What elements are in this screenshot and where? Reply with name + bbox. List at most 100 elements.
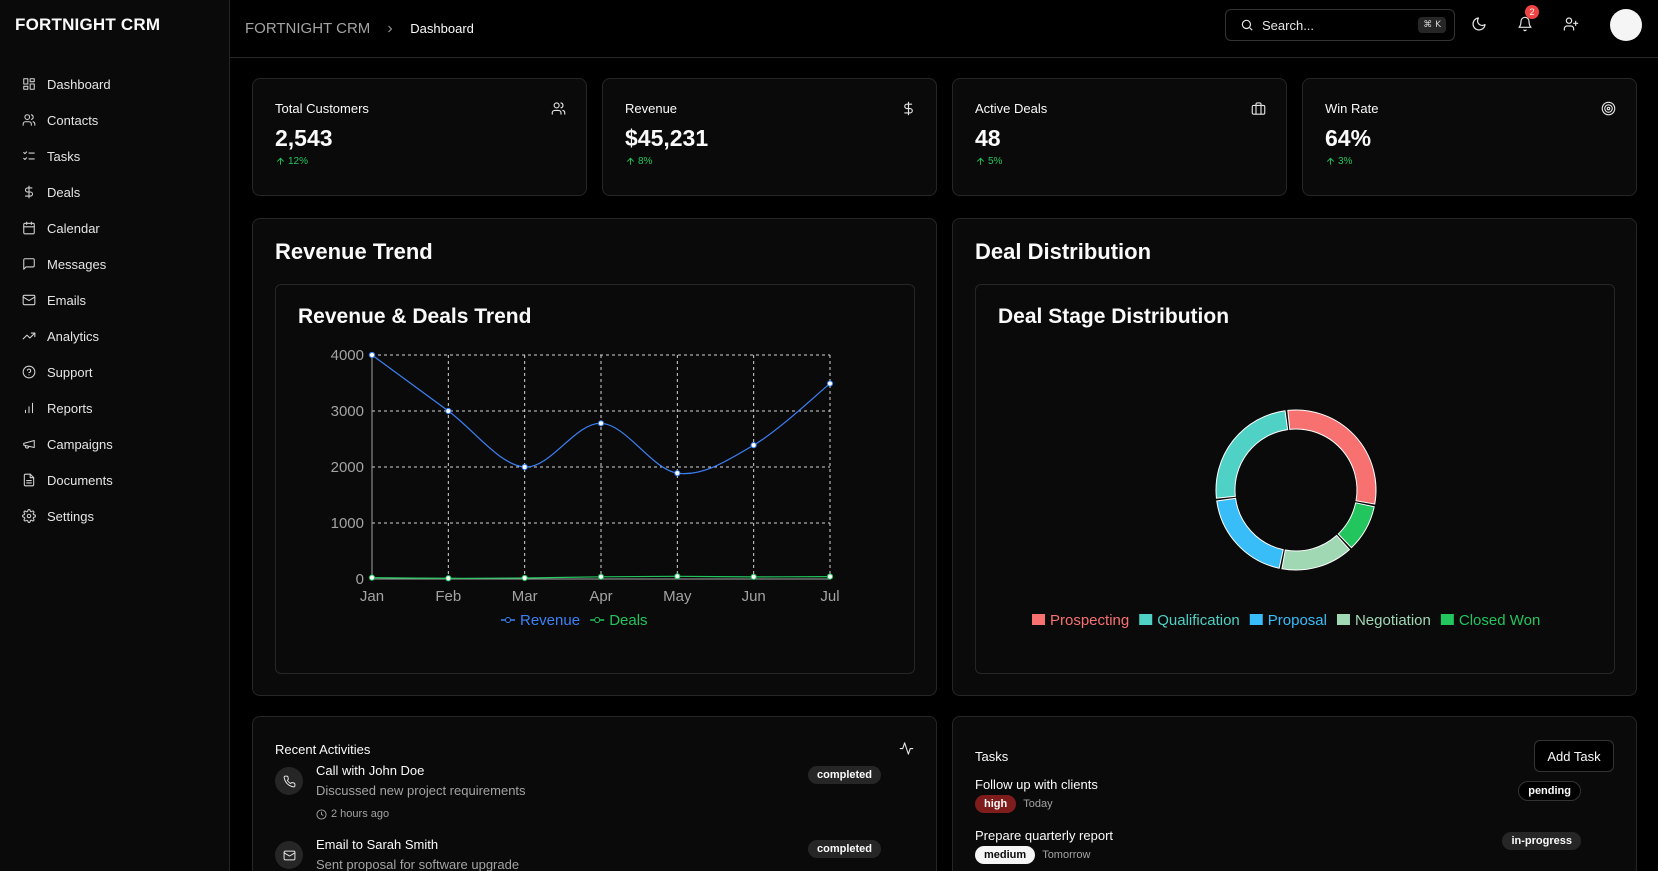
chart-legend: Prospecting Qualification Proposal Negotiat… (1032, 612, 1540, 629)
data-point-revenue[interactable] (445, 407, 452, 415)
section-title: Recent Activities (275, 742, 371, 757)
x-tick-label: Jun (742, 588, 766, 605)
breadcrumb-root[interactable]: FORTNIGHT CRM (245, 20, 371, 37)
panel-title: Deal Distribution (975, 239, 1152, 264)
task-meta: medium Tomorrow (975, 846, 1581, 864)
donut-slice-qualification[interactable] (1215, 410, 1289, 499)
chart-legend: Revenue Deals (501, 612, 648, 629)
chart-title: Revenue & Deals Trend (298, 305, 532, 328)
stat-card-customers: Total Customers 2,543 12% (252, 78, 587, 196)
sidebar: FORTNIGHT CRM Dashboard Contacts Tasks D… (0, 0, 230, 871)
chart-title: Deal Stage Distribution (998, 305, 1230, 328)
sidebar-item-reports[interactable]: Reports (0, 390, 229, 426)
donut-slice-proposal[interactable] (1216, 497, 1284, 569)
grid-lines (371, 354, 831, 580)
y-tick-label: 0 (356, 571, 364, 588)
sidebar-item-emails[interactable]: Emails (0, 282, 229, 318)
sidebar-item-label: Dashboard (47, 76, 111, 92)
sidebar-item-calendar[interactable]: Calendar (0, 210, 229, 246)
line-chart: 0 1000 2000 3000 4000 Jan Feb Mar Apr May Jun Jul Re… (331, 347, 840, 629)
sidebar-item-messages[interactable]: Messages (0, 246, 229, 282)
stat-delta: 3% (1325, 156, 1352, 167)
gear-icon (22, 509, 36, 523)
x-tick-label: May (663, 588, 692, 605)
breadcrumb: FORTNIGHT CRM Dashboard (245, 20, 474, 37)
task-title: Follow up with clients (975, 777, 1098, 792)
y-tick-label: 1000 (331, 515, 364, 532)
list-checks-icon (22, 149, 36, 163)
task-item[interactable]: Follow up with clients high Today pendin… (975, 777, 1581, 821)
stat-delta: 12% (275, 156, 308, 167)
data-point-deals[interactable] (750, 573, 757, 580)
legend-swatch (1249, 614, 1263, 625)
bell-icon[interactable]: 2 (1517, 5, 1539, 34)
sidebar-item-dashboard[interactable]: Dashboard (0, 66, 229, 102)
arrow-up-icon (626, 157, 635, 165)
y-tick-label: 3000 (331, 403, 364, 420)
sidebar-nav: Dashboard Contacts Tasks Deals Calendar … (0, 66, 229, 534)
help-circle-icon (22, 365, 36, 379)
donut-slice-closed-won[interactable] (1337, 502, 1375, 549)
y-tick-label: 4000 (331, 347, 364, 364)
mail-icon (22, 293, 36, 307)
search-input[interactable]: Search... ⌘ K (1225, 9, 1455, 41)
task-due: Today (1023, 798, 1053, 810)
sidebar-item-label: Tasks (47, 148, 81, 164)
stat-card-revenue: Revenue $45,231 8% (602, 78, 937, 196)
priority-badge: high (975, 795, 1017, 813)
activity-time: 2 hours ago (316, 808, 389, 820)
activity-icon (899, 741, 914, 756)
data-point-deals[interactable] (826, 573, 834, 580)
data-point-deals[interactable] (521, 574, 528, 582)
data-point-deals[interactable] (445, 575, 452, 582)
donut-slice-negotiation[interactable] (1281, 534, 1351, 571)
calendar-icon (22, 221, 36, 235)
activity-item[interactable]: Email to Sarah Smith Sent proposal for s… (275, 837, 881, 871)
stat-value: 48 (975, 125, 1001, 151)
data-point-deals[interactable] (597, 573, 605, 580)
data-point-revenue[interactable] (826, 380, 834, 387)
search-shortcut: ⌘ K (1418, 17, 1446, 33)
section-title: Tasks (975, 749, 1009, 764)
sidebar-item-deals[interactable]: Deals (0, 174, 229, 210)
data-point-revenue[interactable] (597, 420, 605, 427)
avatar[interactable] (1610, 9, 1642, 41)
data-point-revenue[interactable] (750, 442, 757, 449)
sidebar-item-analytics[interactable]: Analytics (0, 318, 229, 354)
brand-logo[interactable]: FORTNIGHT CRM (15, 15, 161, 34)
arrow-up-icon (976, 157, 985, 165)
donut-slice-prospecting[interactable] (1287, 409, 1377, 505)
message-icon (22, 257, 36, 271)
target-icon (1601, 101, 1616, 116)
moon-icon[interactable] (1471, 16, 1489, 34)
add-task-button[interactable]: Add Task (1534, 740, 1614, 772)
breadcrumb-current: Dashboard (410, 21, 474, 36)
data-point-deals[interactable] (674, 573, 681, 580)
sidebar-item-contacts[interactable]: Contacts (0, 102, 229, 138)
legend-swatch (1336, 614, 1350, 625)
data-point-deals[interactable] (368, 574, 376, 581)
stat-value: 64% (1325, 125, 1372, 151)
activity-item[interactable]: Call with John Doe Discussed new project… (275, 763, 881, 829)
task-item[interactable]: Prepare quarterly report medium Tomorrow… (975, 828, 1581, 871)
stat-title: Revenue (625, 101, 678, 116)
legend-label: Qualification (1157, 612, 1240, 629)
user-plus-icon[interactable] (1563, 16, 1581, 34)
donut-chart-card: Deal Stage Distribution Prospecting Quali… (975, 284, 1615, 674)
sidebar-item-tasks[interactable]: Tasks (0, 138, 229, 174)
data-point-revenue[interactable] (368, 351, 376, 359)
briefcase-icon (1251, 101, 1266, 116)
series-line-revenue (371, 354, 831, 475)
sidebar-item-documents[interactable]: Documents (0, 462, 229, 498)
sidebar-item-settings[interactable]: Settings (0, 498, 229, 534)
search-placeholder: Search... (1262, 17, 1315, 33)
x-tick-label: Feb (435, 588, 461, 605)
sidebar-item-support[interactable]: Support (0, 354, 229, 390)
activity-description: Discussed new project requirements (316, 783, 526, 798)
sidebar-item-label: Analytics (47, 328, 100, 344)
data-point-revenue[interactable] (521, 463, 528, 471)
y-tick-label: 2000 (331, 459, 364, 476)
data-point-revenue[interactable] (674, 470, 681, 477)
sidebar-item-campaigns[interactable]: Campaigns (0, 426, 229, 462)
